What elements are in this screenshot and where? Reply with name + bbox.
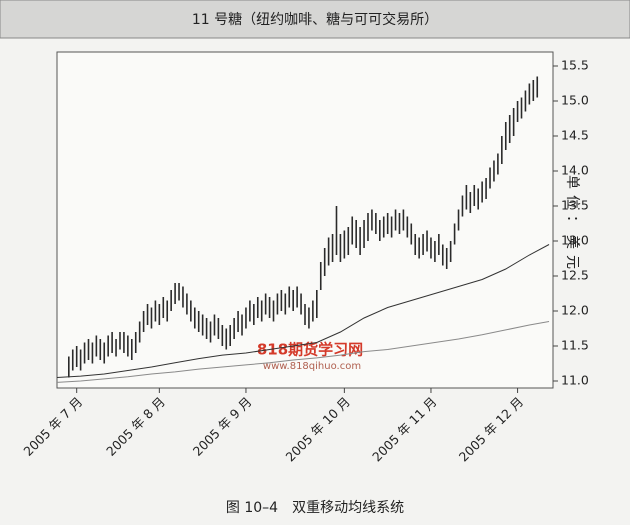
y-tick-label: 15.0 — [561, 93, 589, 108]
x-tick-label: 2005 年 10 月 — [283, 394, 353, 464]
y-tick-label: 14.0 — [561, 163, 589, 178]
watermark: 818期货学习网 — [257, 341, 363, 359]
y-tick-label: 11.5 — [561, 338, 589, 353]
y-tick-label: 11.0 — [561, 373, 589, 388]
watermark-url: www.818qihuo.com — [263, 361, 361, 372]
y-tick-label: 13.5 — [561, 198, 589, 213]
moving-average-line — [56, 244, 550, 378]
y-axis-label: 单位：美元 — [564, 175, 580, 275]
header-bar — [0, 0, 630, 39]
chart-title: 11 号糖（纽约咖啡、糖与可可交易所） — [192, 11, 438, 28]
y-tick-label: 13.0 — [561, 233, 589, 248]
x-tick-label: 2005 年 8 月 — [103, 394, 168, 459]
x-tick-label: 2005 年 7 月 — [20, 394, 85, 459]
x-tick-label: 2005 年 9 月 — [190, 394, 255, 459]
moving-average-line — [56, 321, 550, 383]
y-tick-label: 14.5 — [561, 128, 589, 143]
caption: 图 10–4 双重移动均线系统 — [226, 500, 404, 516]
y-tick-label: 15.5 — [561, 58, 589, 73]
x-tick-label: 2005 年 12 月 — [456, 394, 526, 464]
y-tick-label: 12.5 — [561, 268, 589, 283]
x-tick-label: 2005 年 11 月 — [369, 394, 439, 464]
y-tick-label: 12.0 — [561, 303, 589, 318]
plot-area — [56, 51, 554, 389]
